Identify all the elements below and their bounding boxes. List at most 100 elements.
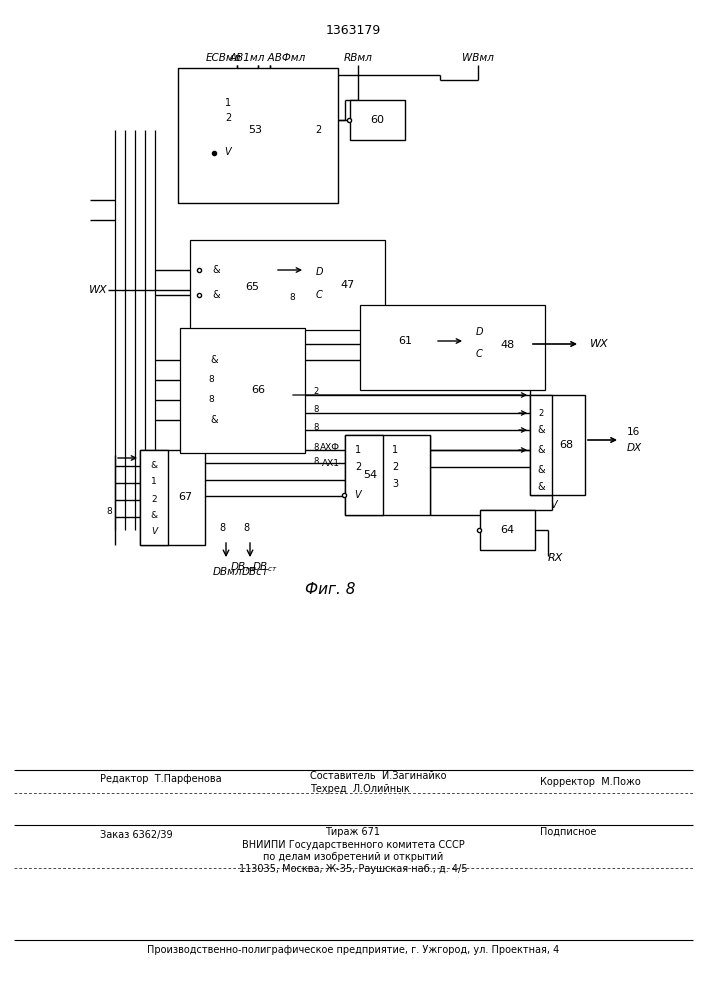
Text: 3: 3 [392,479,398,489]
Text: 8: 8 [289,292,295,302]
Bar [190,240,385,330]
Text: &: & [212,290,220,300]
Bar [345,435,383,515]
Text: 47: 47 [341,280,355,290]
Text: 113035, Москва, Ж-35, Раушская наб., д. 4/5: 113035, Москва, Ж-35, Раушская наб., д. … [239,864,467,874]
Text: 16: 16 [627,427,641,437]
Text: 66: 66 [251,385,265,395]
Text: Производственно-полиграфическое предприятие, г. Ужгород, ул. Проектная, 4: Производственно-полиграфическое предприя… [147,945,559,955]
Text: WX: WX [590,339,609,349]
Text: 8: 8 [208,395,214,404]
Text: AXФ: AXФ [320,444,340,452]
Text: V: V [225,147,231,157]
Text: &: & [537,425,545,435]
Text: 2: 2 [392,462,398,472]
Text: DBмл: DBмл [214,567,243,577]
Text: 8: 8 [244,523,250,533]
Text: 1: 1 [225,98,231,108]
Text: Тираж 671: Тираж 671 [325,827,380,837]
Text: DX: DX [627,443,642,453]
Text: 8: 8 [208,375,214,384]
Text: D: D [315,267,323,277]
Text: 2: 2 [225,113,231,123]
Text: 2: 2 [313,387,319,396]
Text: Фиг. 8: Фиг. 8 [305,582,355,597]
Text: 8: 8 [220,523,226,533]
Text: Составитель  И.Загинайко: Составитель И.Загинайко [310,771,447,781]
Bar [200,255,275,320]
Bar [180,328,305,453]
Text: 54: 54 [363,470,377,480]
Text: 53: 53 [248,125,262,135]
Bar [140,450,168,545]
Bar [195,340,233,440]
Bar [465,315,493,375]
Text: 8: 8 [313,406,319,414]
Bar [350,100,405,140]
Text: &: & [210,415,218,425]
Text: 8: 8 [313,422,319,432]
Text: WBмл: WBмл [462,53,494,63]
Bar [360,305,545,390]
Text: 61: 61 [398,336,412,346]
Text: D: D [475,327,483,337]
Bar [465,315,530,375]
Text: V: V [151,528,157,536]
Text: ВНИИПИ Государственного комитета СССР: ВНИИПИ Государственного комитета СССР [242,840,464,850]
Text: RX: RX [548,553,563,563]
Text: 8: 8 [106,508,112,516]
Bar [195,75,330,190]
Text: C: C [476,349,482,359]
Text: 60: 60 [370,115,384,125]
Text: Подписное: Подписное [540,827,597,837]
Bar [375,320,435,362]
Text: 2: 2 [538,408,544,418]
Text: DBст: DBст [242,567,269,577]
Text: 1: 1 [355,445,361,455]
Text: &: & [537,445,545,455]
Bar [205,75,330,185]
Bar [530,395,585,495]
Text: 1363179: 1363179 [325,23,380,36]
Text: &: & [210,355,218,365]
Text: 68: 68 [559,440,573,450]
Text: &: & [151,512,158,520]
Text: 1: 1 [392,445,398,455]
Bar [215,85,265,175]
Text: &: & [151,460,158,470]
Text: V: V [551,500,557,510]
Bar [140,450,205,545]
Bar [178,68,338,203]
Text: 2: 2 [355,462,361,472]
Bar [305,255,370,315]
Bar [200,255,232,320]
Text: RBмл: RBмл [344,53,373,63]
Text: по делам изобретений и открытий: по делам изобретений и открытий [263,852,443,862]
Bar [345,435,430,515]
Text: &: & [212,265,220,275]
Bar [480,510,535,550]
Text: 2: 2 [315,125,321,135]
Text: Заказ 6362/39: Заказ 6362/39 [100,830,173,840]
Text: V: V [355,490,361,500]
Text: 64: 64 [500,525,514,535]
Text: &: & [537,465,545,475]
Text: 48: 48 [501,340,515,350]
Text: WX: WX [89,285,108,295]
Text: C: C [315,290,322,300]
Text: ECBмл: ECBмл [205,53,240,63]
Text: Корректор  М.Пожо: Корректор М.Пожо [540,777,641,787]
Text: AB1мл ABФмл: AB1мл ABФмл [230,53,306,63]
Text: 8: 8 [313,442,319,452]
Text: Техред  Л.Олийнык: Техред Л.Олийнык [310,784,410,794]
Bar [195,340,290,440]
Text: 8: 8 [313,458,319,466]
Text: 2: 2 [151,494,157,504]
Text: 67: 67 [178,492,192,502]
Text: AX1: AX1 [322,458,340,468]
Text: Редактор  Т.Парфенова: Редактор Т.Парфенова [100,774,221,784]
Text: &: & [537,482,545,492]
Text: $DB_{мл}$: $DB_{мл}$ [230,560,257,574]
Text: 1: 1 [151,478,157,487]
Text: $DB_{ст}$: $DB_{ст}$ [252,560,277,574]
